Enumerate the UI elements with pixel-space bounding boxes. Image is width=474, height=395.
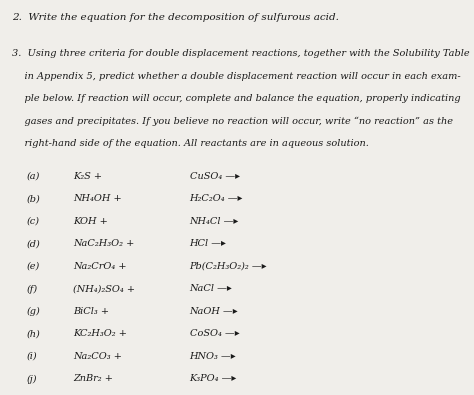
- Text: BiCl₃ +: BiCl₃ +: [73, 307, 109, 316]
- Text: NaCl —▸: NaCl —▸: [190, 284, 232, 293]
- Text: KC₂H₃O₂ +: KC₂H₃O₂ +: [73, 329, 128, 339]
- Text: (j): (j): [26, 374, 36, 384]
- Text: K₂S +: K₂S +: [73, 172, 102, 181]
- Text: right-hand side of the equation. All reactants are in aqueous solution.: right-hand side of the equation. All rea…: [12, 139, 369, 149]
- Text: H₂C₂O₄ —▸: H₂C₂O₄ —▸: [190, 194, 243, 203]
- Text: gases and precipitates. If you believe no reaction will occur, write “no reactio: gases and precipitates. If you believe n…: [12, 117, 453, 126]
- Text: (a): (a): [26, 172, 39, 181]
- Text: Na₂CO₃ +: Na₂CO₃ +: [73, 352, 122, 361]
- Text: NaC₂H₃O₂ +: NaC₂H₃O₂ +: [73, 239, 135, 248]
- Text: K₃PO₄ —▸: K₃PO₄ —▸: [190, 374, 237, 384]
- Text: (NH₄)₂SO₄ +: (NH₄)₂SO₄ +: [73, 284, 136, 293]
- Text: (e): (e): [26, 262, 39, 271]
- Text: (c): (c): [26, 217, 39, 226]
- Text: (b): (b): [26, 194, 40, 203]
- Text: Pb(C₂H₃O₂)₂ —▸: Pb(C₂H₃O₂)₂ —▸: [190, 262, 267, 271]
- Text: HNO₃ —▸: HNO₃ —▸: [190, 352, 236, 361]
- Text: (f): (f): [26, 284, 37, 293]
- Text: 2.  Write the equation for the decomposition of sulfurous acid.: 2. Write the equation for the decomposit…: [12, 13, 339, 22]
- Text: (d): (d): [26, 239, 40, 248]
- Text: NaOH —▸: NaOH —▸: [190, 307, 238, 316]
- Text: ZnBr₂ +: ZnBr₂ +: [73, 374, 113, 384]
- Text: HCl —▸: HCl —▸: [190, 239, 227, 248]
- Text: CoSO₄ —▸: CoSO₄ —▸: [190, 329, 239, 339]
- Text: 3.  Using three criteria for double displacement reactions, together with the So: 3. Using three criteria for double displ…: [12, 49, 469, 58]
- Text: (g): (g): [26, 307, 40, 316]
- Text: NH₄Cl —▸: NH₄Cl —▸: [190, 217, 239, 226]
- Text: Na₂CrO₄ +: Na₂CrO₄ +: [73, 262, 127, 271]
- Text: CuSO₄ —▸: CuSO₄ —▸: [190, 172, 239, 181]
- Text: in Appendix 5, predict whether a double displacement reaction will occur in each: in Appendix 5, predict whether a double …: [12, 72, 460, 81]
- Text: NH₄OH +: NH₄OH +: [73, 194, 122, 203]
- Text: ple below. If reaction will occur, complete and balance the equation, properly i: ple below. If reaction will occur, compl…: [12, 94, 460, 103]
- Text: (i): (i): [26, 352, 36, 361]
- Text: (h): (h): [26, 329, 40, 339]
- Text: KOH +: KOH +: [73, 217, 108, 226]
